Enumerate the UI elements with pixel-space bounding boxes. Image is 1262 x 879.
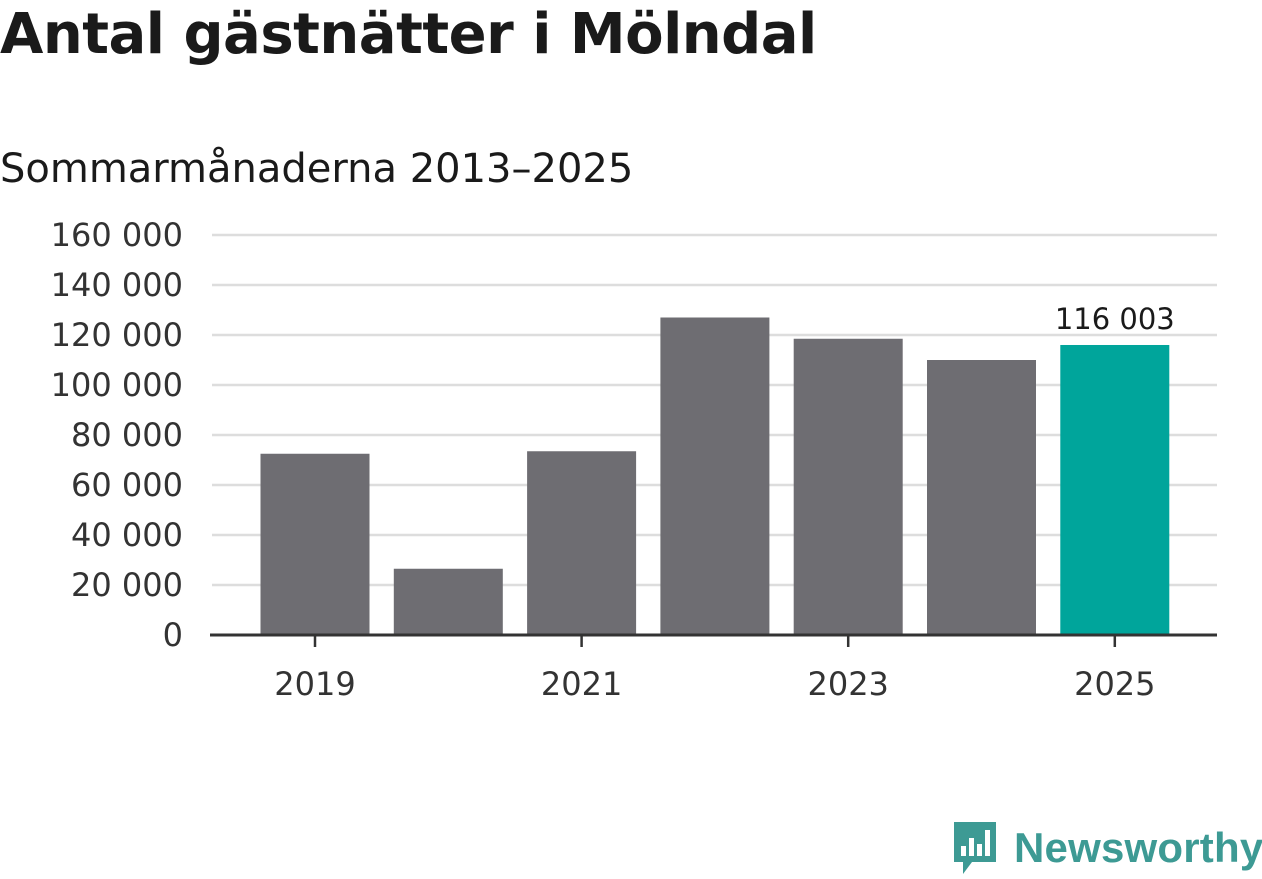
x-tick-label: 2023 xyxy=(807,665,888,703)
y-tick-label: 80 000 xyxy=(71,416,183,454)
x-axis-labels: 2019 2021 2023 2025 xyxy=(274,665,1155,703)
y-axis-labels: 0 20 000 40 000 60 000 80 000 100 000 120 000 1… xyxy=(51,216,183,654)
bar-chart-speech-bubble-icon xyxy=(954,822,996,874)
bar-2021 xyxy=(527,451,637,635)
data-label: 116 003 xyxy=(1055,302,1175,336)
bar-2019 xyxy=(260,453,370,635)
bar-2023 xyxy=(793,338,903,635)
bar-2022 xyxy=(660,317,770,635)
x-axis xyxy=(210,633,1217,647)
x-tick-label: 2025 xyxy=(1074,665,1155,703)
bar-2020 xyxy=(393,568,503,635)
newsworthy-logo: Newsworthy xyxy=(950,818,1262,878)
y-tick-label: 40 000 xyxy=(71,516,183,554)
bars xyxy=(260,317,1170,635)
x-tick-label: 2019 xyxy=(274,665,355,703)
bar-2025 xyxy=(1060,344,1170,635)
brand-name: Newsworthy xyxy=(1014,824,1262,871)
y-tick-label: 0 xyxy=(163,616,183,654)
bar-2024 xyxy=(927,360,1036,635)
chart-subtitle: Sommarmånaderna 2013–2025 xyxy=(0,146,634,192)
y-tick-label: 140 000 xyxy=(51,266,183,304)
data-labels: 116 003 xyxy=(1055,302,1175,336)
y-tick-label: 120 000 xyxy=(51,316,183,354)
y-tick-label: 60 000 xyxy=(71,466,183,504)
y-tick-label: 100 000 xyxy=(51,366,183,404)
y-tick-label: 160 000 xyxy=(51,216,183,254)
x-tick-label: 2021 xyxy=(541,665,622,703)
chart-title: Antal gästnätter i Mölndal xyxy=(0,2,817,67)
y-tick-label: 20 000 xyxy=(71,566,183,604)
